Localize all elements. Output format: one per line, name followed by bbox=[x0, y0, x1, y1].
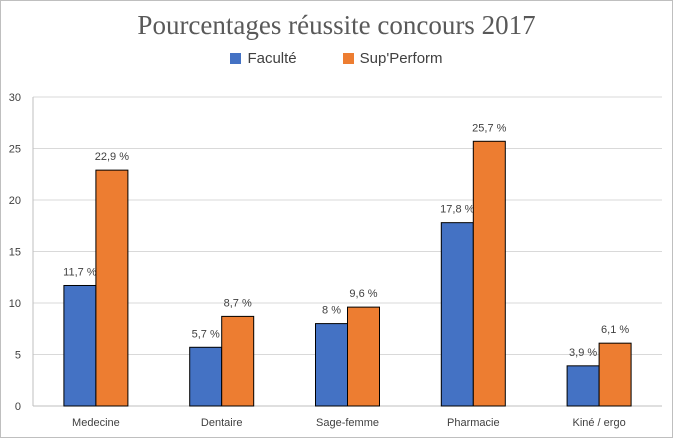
data-label-s0-c2: 8 % bbox=[322, 305, 341, 317]
bar-s1-c4 bbox=[598, 342, 632, 407]
y-tick-label-30: 30 bbox=[9, 92, 21, 104]
bar-s0-c0 bbox=[63, 284, 97, 407]
y-tick-label-10: 10 bbox=[9, 298, 21, 310]
data-label-s0-c4: 3,9 % bbox=[569, 347, 597, 359]
data-label-s1-c3: 25,7 % bbox=[472, 122, 506, 134]
bar-s0-c4 bbox=[566, 365, 600, 407]
x-tick-label-2: Sage-femme bbox=[316, 417, 379, 429]
data-label-s0-c0: 11,7 % bbox=[63, 266, 97, 278]
data-label-s1-c2: 9,6 % bbox=[349, 288, 377, 300]
x-tick-label-0: Medecine bbox=[72, 417, 120, 429]
bar-s1-c0 bbox=[95, 169, 129, 407]
x-tick-label-1: Dentaire bbox=[201, 417, 243, 429]
bar-s1-c2 bbox=[347, 306, 380, 407]
x-tick-label-4: Kiné / ergo bbox=[572, 417, 625, 429]
data-label-s1-c4: 6,1 % bbox=[601, 324, 629, 336]
legend-label-faculte: Faculté bbox=[247, 50, 297, 67]
y-tick-label-15: 15 bbox=[9, 247, 21, 259]
legend-label-superform: Sup'Perform bbox=[359, 50, 443, 67]
data-label-s0-c3: 17,8 % bbox=[440, 204, 474, 216]
chart-title: Pourcentages réussite concours 2017 bbox=[137, 10, 536, 40]
data-label-s1-c0: 22,9 % bbox=[95, 151, 129, 163]
bar-s1-c3 bbox=[472, 140, 506, 407]
y-tick-label-20: 20 bbox=[9, 195, 21, 207]
y-tick-label-25: 25 bbox=[9, 144, 21, 156]
data-label-s0-c1: 5,7 % bbox=[192, 328, 220, 340]
x-tick-label-3: Pharmacie bbox=[447, 417, 500, 429]
legend-item-superform: Sup'Perform bbox=[342, 50, 443, 67]
legend-item-faculte: Faculté bbox=[230, 50, 297, 67]
legend-swatch-faculte bbox=[230, 53, 242, 64]
chart-legend: Faculté Sup'Perform bbox=[0, 50, 673, 67]
bar-s1-c1 bbox=[221, 315, 255, 407]
y-tick-label-0: 0 bbox=[15, 401, 21, 413]
data-label-s1-c1: 8,7 % bbox=[224, 297, 252, 309]
legend-swatch-superform bbox=[342, 53, 354, 64]
bar-s0-c2 bbox=[315, 323, 348, 407]
bar-s0-c1 bbox=[189, 346, 223, 407]
y-tick-label-5: 5 bbox=[15, 350, 21, 362]
bar-s0-c3 bbox=[440, 222, 474, 407]
